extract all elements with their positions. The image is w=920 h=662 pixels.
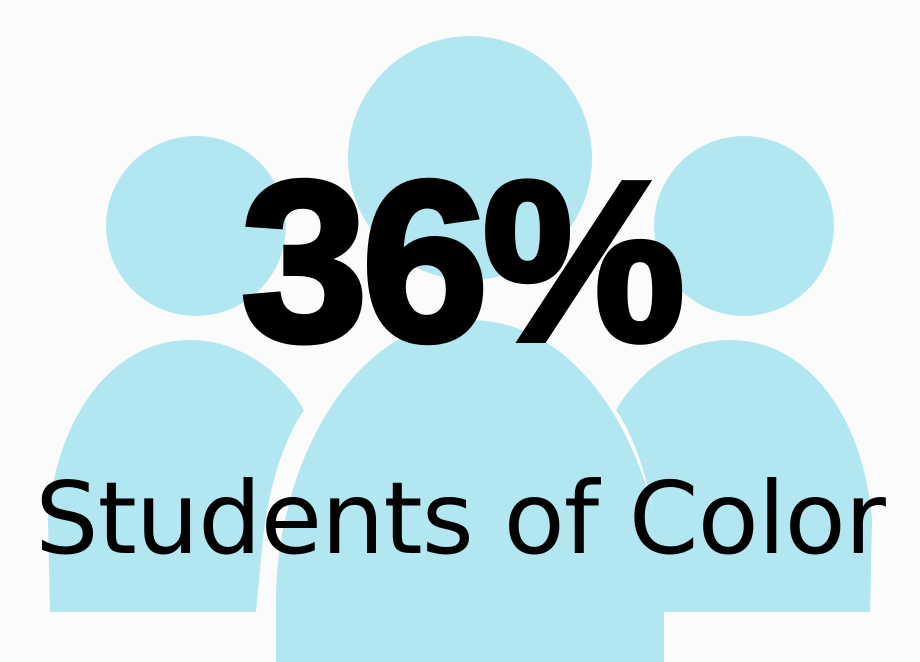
right-person-body	[616, 340, 872, 612]
left-person-head	[106, 136, 286, 316]
center-person-head	[348, 36, 592, 280]
left-person-body	[48, 340, 304, 612]
right-person-head	[654, 136, 834, 316]
statistic-label: Students of Color	[35, 460, 886, 577]
statistic-value: 36%	[238, 135, 688, 389]
center-person-body	[276, 320, 664, 662]
